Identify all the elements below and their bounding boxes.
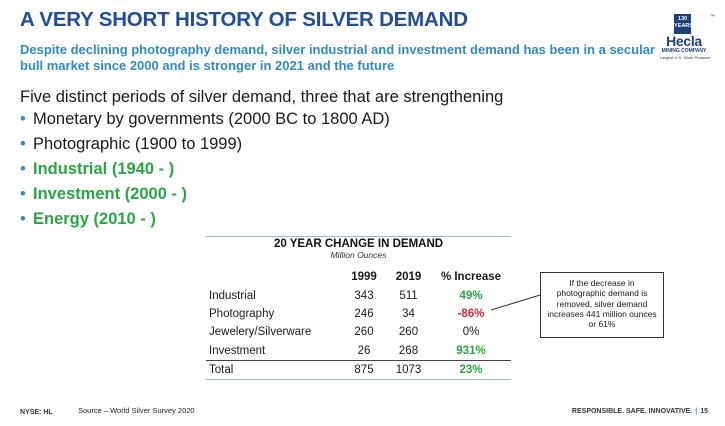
- period-text: Photographic (1900 to 1999): [33, 135, 243, 153]
- header-pct: % Increase: [440, 271, 502, 284]
- value-2019: 34: [402, 307, 415, 320]
- period-item: • Monetary by governments (2000 BC to 180…: [20, 110, 390, 135]
- logo-company-name: MINING COMPANY: [661, 48, 707, 54]
- total-2019: 1073: [386, 359, 431, 381]
- row-label: Investment: [209, 344, 266, 357]
- table-row: Jewelery/Silverware 260 260 0%: [206, 323, 511, 341]
- period-list: • Monetary by governments (2000 BC to 180…: [20, 110, 390, 235]
- pct-change: 49%: [459, 289, 483, 302]
- callout-box: If the decrease in photographic demand i…: [540, 272, 664, 338]
- pct-change: 0%: [462, 326, 480, 339]
- value-1999: 26: [357, 344, 371, 357]
- table-total-row: Total 875 1073 23%: [206, 359, 511, 381]
- intro-text: Five distinct periods of silver demand, …: [20, 88, 504, 106]
- value-1999: 343: [354, 289, 374, 302]
- period-text: Energy (2010 - ): [33, 210, 156, 228]
- table-row: Investment 26 268 931%: [206, 342, 511, 361]
- footer-source: Source – World Silver Survey 2020: [78, 406, 195, 415]
- callout-line: [490, 294, 541, 311]
- table-title: 20 YEAR CHANGE IN DEMAND: [273, 238, 444, 250]
- bullet-icon: •: [20, 135, 26, 153]
- pct-change: -86%: [457, 307, 485, 320]
- footer-separator: |: [695, 408, 698, 415]
- badge-number: 130: [677, 16, 688, 22]
- hecla-logo: 130 YEARS ™ Hecla MINING COMPANY Largest…: [654, 14, 715, 62]
- period-item: • Investment (2000 - ): [20, 185, 390, 210]
- table-row: Industrial 343 511 49%: [206, 286, 511, 304]
- header-2019: 2019: [395, 271, 422, 284]
- value-2019: 260: [398, 326, 419, 339]
- footer-ticker: NYSE: HL: [20, 409, 53, 416]
- value-2019: 511: [399, 289, 418, 302]
- trademark-mark: ™: [710, 14, 715, 20]
- demand-table: 1999 2019 % Increase Industrial 343 511 …: [206, 268, 511, 381]
- table-top-rule: [206, 236, 511, 237]
- footer-brand: RESPONSIBLE. SAFE. INNOVATIVE. | 15: [572, 408, 708, 415]
- value-1999: 246: [354, 307, 374, 320]
- row-label: Photography: [209, 307, 275, 320]
- header-1999: 1999: [351, 271, 377, 284]
- value-1999: 260: [354, 326, 374, 339]
- total-1999: 875: [342, 359, 386, 381]
- period-item: • Energy (2010 - ): [20, 210, 390, 235]
- table-row: Photography 246 34 -86%: [206, 305, 511, 323]
- row-label: Jewelery/Silverware: [209, 326, 312, 339]
- bullet-icon: •: [20, 185, 26, 203]
- period-text: Investment (2000 - ): [33, 185, 188, 203]
- pct-change: 931%: [456, 344, 486, 357]
- total-label: Total: [206, 359, 342, 381]
- bullet-icon: •: [20, 160, 26, 178]
- bullet-icon: •: [20, 210, 26, 228]
- anniversary-badge: 130 YEARS: [674, 14, 693, 34]
- demand-table-panel: 20 YEAR CHANGE IN DEMAND Million Ounces …: [206, 236, 511, 381]
- badge-years: YEARS: [674, 22, 693, 29]
- total-pct: 23%: [431, 359, 511, 381]
- logo-tagline: Largest U.S. Silver Producer: [660, 55, 711, 60]
- period-item: • Industrial (1940 - ): [20, 160, 390, 185]
- period-text: Monetary by governments (2000 BC to 1800…: [33, 110, 390, 128]
- period-item: • Photographic (1900 to 1999): [20, 135, 390, 160]
- row-label: Industrial: [209, 289, 256, 302]
- value-2019: 268: [398, 344, 419, 357]
- table-unit: Million Ounces: [330, 250, 387, 260]
- bullet-icon: •: [20, 110, 26, 128]
- period-text: Industrial (1940 - ): [33, 160, 175, 178]
- slide-title: A VERY SHORT HISTORY OF SILVER DEMAND: [20, 8, 468, 31]
- footer-tagline: RESPONSIBLE. SAFE. INNOVATIVE.: [571, 408, 693, 415]
- logo-wordmark: Hecla: [666, 33, 702, 49]
- page-number: 15: [700, 408, 708, 415]
- table-header-row: 1999 2019 % Increase: [206, 268, 511, 286]
- slide-subtitle: Despite declining photography demand, si…: [20, 42, 655, 73]
